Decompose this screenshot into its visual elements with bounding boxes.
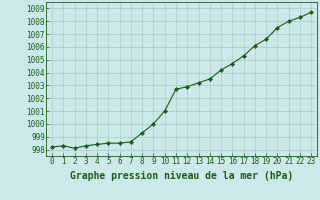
X-axis label: Graphe pression niveau de la mer (hPa): Graphe pression niveau de la mer (hPa) [70, 171, 293, 181]
